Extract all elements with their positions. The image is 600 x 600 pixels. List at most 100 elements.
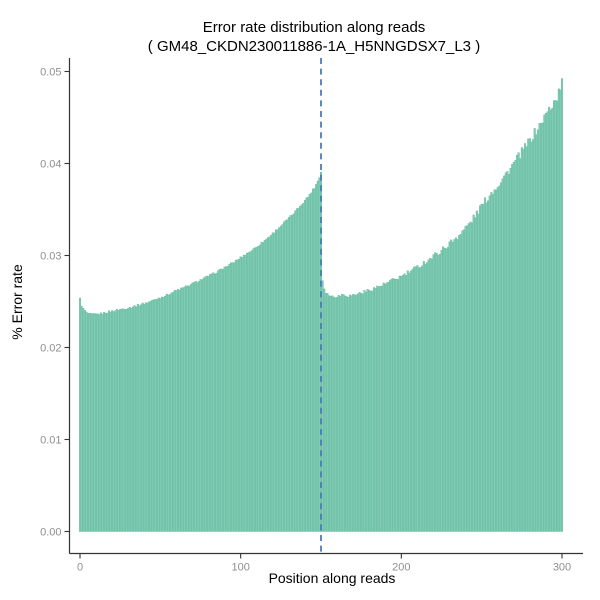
- bar: [488, 195, 491, 532]
- bar: [284, 220, 287, 532]
- bar: [255, 246, 258, 532]
- bar: [331, 295, 334, 532]
- bar: [442, 246, 445, 532]
- bar: [257, 246, 260, 532]
- bar: [536, 129, 539, 532]
- bar: [79, 297, 82, 532]
- bar: [471, 222, 474, 532]
- bar: [217, 270, 220, 532]
- bar: [249, 251, 252, 532]
- bar: [432, 254, 435, 532]
- bar: [120, 308, 123, 532]
- bar: [212, 272, 215, 532]
- bar: [406, 270, 409, 532]
- bar: [157, 297, 160, 532]
- bar: [408, 272, 411, 532]
- bar: [549, 109, 552, 532]
- bar: [409, 270, 413, 532]
- bar: [258, 244, 261, 532]
- bar: [403, 273, 406, 532]
- bar: [482, 204, 485, 532]
- bar: [99, 312, 102, 532]
- bar: [244, 255, 247, 532]
- bar: [398, 275, 401, 532]
- bar: [109, 311, 112, 532]
- bar: [302, 203, 305, 532]
- bar: [361, 293, 364, 532]
- bar: [170, 292, 173, 532]
- bar: [483, 197, 486, 532]
- y-tick-label: 0.03: [40, 250, 61, 262]
- bar: [196, 282, 199, 532]
- bar: [498, 185, 501, 532]
- bar: [546, 111, 549, 532]
- bar: [181, 287, 184, 532]
- bar: [318, 177, 321, 532]
- bar: [199, 279, 202, 532]
- bar: [254, 247, 257, 532]
- bar: [474, 217, 477, 532]
- bar: [517, 152, 520, 532]
- bar: [177, 289, 180, 532]
- bar: [453, 239, 456, 532]
- x-tick-label: 200: [392, 562, 410, 574]
- bar: [530, 141, 533, 532]
- bar: [278, 227, 281, 532]
- bar: [85, 311, 88, 532]
- bar: [360, 293, 363, 532]
- bar: [292, 213, 295, 532]
- bar: [275, 229, 278, 532]
- bar: [374, 288, 377, 532]
- bar: [213, 273, 216, 532]
- bar: [559, 89, 562, 532]
- bar: [373, 287, 376, 532]
- bar: [326, 293, 329, 532]
- bar: [336, 297, 339, 532]
- bar: [430, 258, 433, 532]
- bar: [448, 241, 451, 532]
- bar: [434, 252, 437, 532]
- bar: [376, 285, 379, 532]
- bar: [533, 128, 536, 532]
- bar: [342, 294, 345, 532]
- bar: [286, 219, 289, 532]
- bar: [501, 178, 504, 532]
- bar: [491, 194, 494, 532]
- bar: [397, 279, 400, 532]
- bar: [347, 297, 350, 532]
- bar: [387, 281, 390, 532]
- bar: [156, 299, 159, 532]
- bar: [210, 273, 213, 532]
- bar: [323, 288, 326, 532]
- bar: [173, 290, 176, 532]
- bar: [303, 200, 306, 532]
- bar: [538, 123, 541, 532]
- bar: [168, 294, 172, 532]
- bar: [225, 266, 228, 532]
- bar: [149, 301, 152, 532]
- bar: [252, 248, 255, 532]
- bar: [392, 278, 395, 532]
- bar: [350, 295, 353, 532]
- bar: [218, 269, 221, 532]
- bar: [209, 274, 212, 532]
- bar: [418, 267, 421, 532]
- bar: [390, 278, 393, 532]
- bar: [527, 138, 530, 532]
- bar: [405, 275, 408, 532]
- bar: [464, 225, 467, 532]
- bar: [95, 313, 98, 532]
- bar: [352, 294, 355, 532]
- bar: [205, 275, 208, 532]
- chart-title: Error rate distribution along reads: [202, 19, 426, 36]
- bar: [519, 158, 522, 532]
- bar: [493, 189, 496, 532]
- bar: [185, 285, 188, 532]
- bar: [93, 313, 96, 532]
- bar: [204, 276, 207, 532]
- bar: [183, 286, 186, 532]
- bar: [487, 200, 490, 532]
- x-tick-label: 0: [77, 562, 83, 574]
- bar: [506, 171, 509, 532]
- bar: [130, 307, 133, 532]
